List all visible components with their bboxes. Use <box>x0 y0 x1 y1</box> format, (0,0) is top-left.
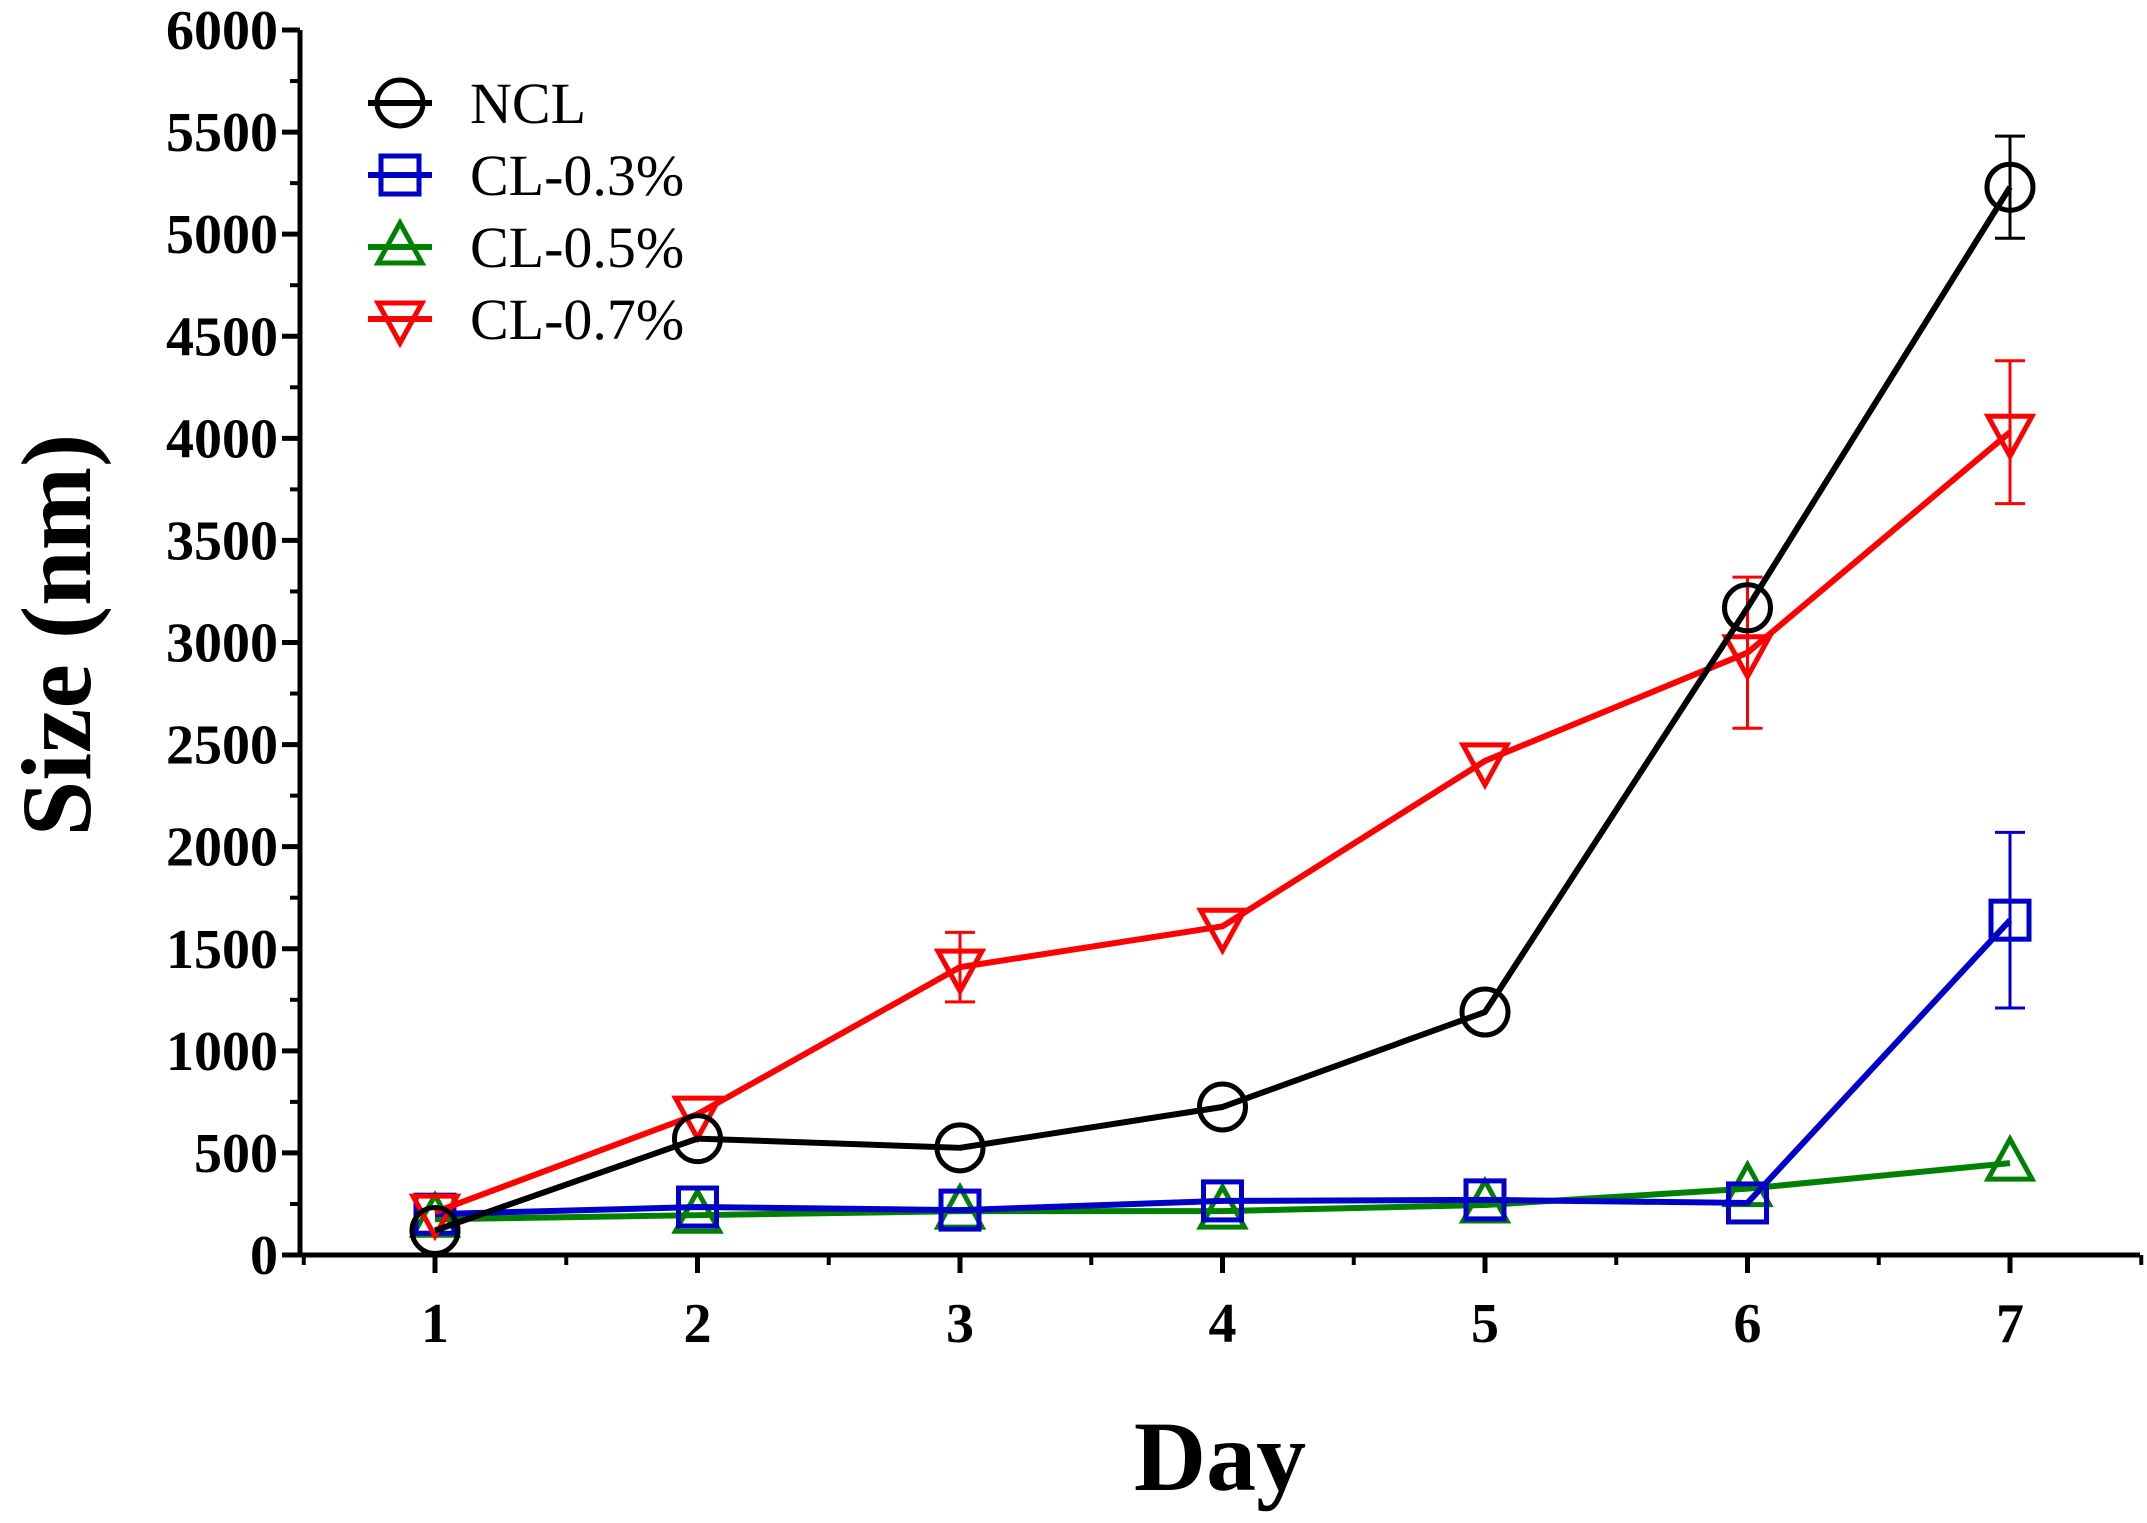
legend-marker <box>373 217 427 266</box>
y-tick-label: 0 <box>250 1225 278 1287</box>
data-point <box>1984 161 2036 213</box>
data-point <box>1726 1181 1769 1225</box>
series-layer <box>408 134 2037 1256</box>
x-tick-label: 2 <box>684 1293 712 1355</box>
series-line <box>434 1160 2011 1223</box>
y-tick-label: 1000 <box>166 1021 278 1083</box>
legend-label: NCL <box>470 71 586 136</box>
y-tick-label: 4000 <box>166 408 278 470</box>
y-tick-label: 2000 <box>166 817 278 879</box>
data-point <box>938 1188 982 1232</box>
x-tick-label: 3 <box>946 1293 974 1355</box>
legend-label: CL-0.7% <box>470 287 684 352</box>
data-point <box>1988 898 2032 942</box>
y-tick-label: 3500 <box>166 510 278 572</box>
x-tick-label: 5 <box>1471 1293 1499 1355</box>
data-point <box>1463 1178 1507 1222</box>
series-line <box>434 185 2013 1234</box>
series-line <box>433 429 2012 1215</box>
y-tick-label: 1500 <box>166 919 278 981</box>
y-tick-label: 5500 <box>166 102 278 164</box>
data-point <box>934 1122 986 1174</box>
data-point <box>933 948 987 997</box>
data-point <box>672 1113 723 1165</box>
data-point <box>409 1205 461 1256</box>
data-point <box>1458 742 1512 791</box>
x-tick-label: 1 <box>421 1293 449 1355</box>
x-axis-title: Day <box>1134 1401 1306 1512</box>
data-point <box>408 1193 462 1242</box>
axes: 0 500 1000 1500 2000 2500 3000 3500 4000 4500 5000… <box>166 0 2144 1355</box>
y-tick-label: 500 <box>194 1123 278 1185</box>
y-axis-title: Size (nm) <box>1 434 112 837</box>
series-cl-0-3- <box>413 830 2032 1236</box>
legend-marker <box>373 300 427 349</box>
y-tick-label: 5000 <box>166 204 278 266</box>
legend-item: NCL <box>368 71 586 136</box>
legend-label: CL-0.5% <box>470 215 684 280</box>
x-tick-label: 6 <box>1734 1293 1762 1355</box>
data-point <box>1983 1133 2037 1182</box>
y-tick-label: 2500 <box>166 715 278 777</box>
data-point <box>671 1185 724 1234</box>
legend-item: CL-0.3% <box>368 143 684 208</box>
data-point <box>1983 413 2037 462</box>
series-ncl <box>409 134 2036 1256</box>
data-point <box>1197 1081 1248 1133</box>
x-tick-label: 7 <box>1996 1293 2024 1355</box>
legend-item: CL-0.5% <box>368 215 684 280</box>
data-point <box>1459 986 1511 1038</box>
data-point <box>1201 1179 1244 1223</box>
y-tick-label: 4500 <box>166 306 278 368</box>
x-tick-label: 4 <box>1209 1293 1237 1355</box>
data-point <box>1721 634 1774 682</box>
series-line <box>434 918 2013 1218</box>
legend: NCL CL-0.3% CL-0.5% CL-0.7% <box>368 71 684 352</box>
legend-marker <box>374 77 426 129</box>
data-point <box>1722 582 1773 634</box>
data-point <box>1196 907 1249 956</box>
legend-label: CL-0.3% <box>470 143 684 208</box>
data-point <box>1196 1181 1249 1230</box>
legend-item: CL-0.7% <box>368 287 684 352</box>
legend-marker <box>378 153 422 197</box>
data-point <box>676 1185 719 1229</box>
y-tick-label: 6000 <box>166 0 278 62</box>
y-tick-label: 3000 <box>166 613 278 675</box>
